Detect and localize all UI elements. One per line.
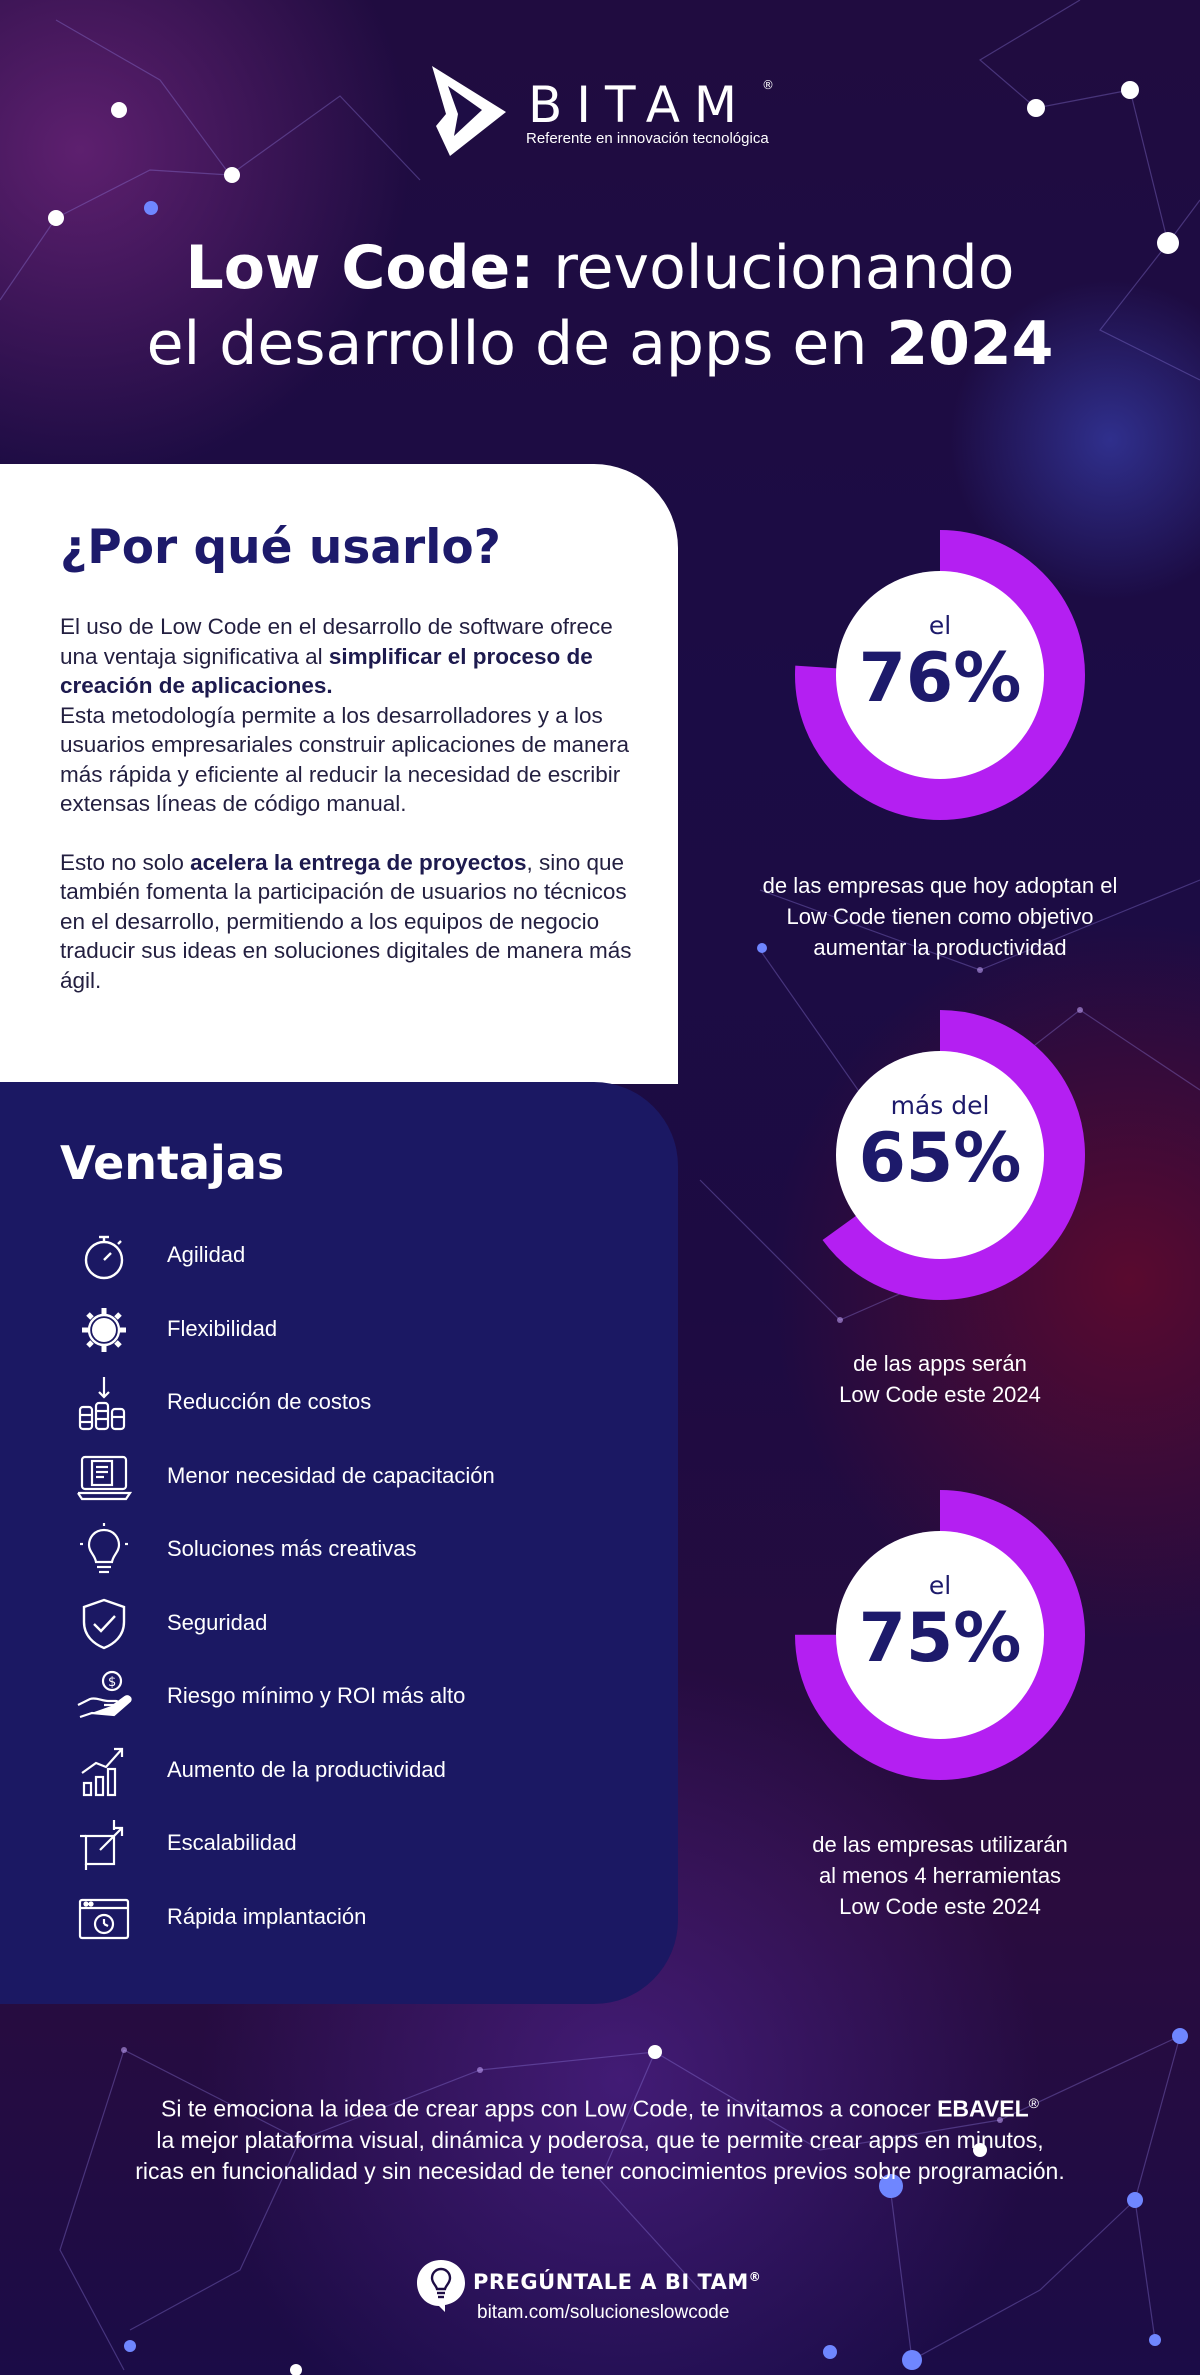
stat-desc-line: Low Code tienen como objetivo (786, 904, 1094, 929)
ask-bitam-link[interactable]: PREGÚNTALE A BI TAM® bitam.com/solucione… (415, 2258, 795, 2332)
why-title: ¿Por qué usarlo? (60, 520, 501, 575)
brand-name: BITAM (528, 76, 752, 134)
shield-check-icon (82, 1598, 126, 1649)
cta-line3: ricas en funcionalidad y sin necesidad d… (135, 2157, 1065, 2184)
laptop-document-icon (77, 1455, 132, 1500)
why-p1-text-a: El uso de Low Code en el desarrollo de s… (60, 614, 613, 669)
stat-desc-line: de las apps serán (853, 1351, 1027, 1376)
hand-coin-icon: $ (77, 1670, 132, 1719)
progress-ring (795, 530, 1085, 820)
why-p2-text-b: , sino que también fomenta la participac… (60, 849, 632, 993)
ring-center-disc (836, 571, 1044, 779)
advantage-label: Reducción de costos (167, 1389, 372, 1414)
progress-ring (795, 1010, 1085, 1300)
ask-title-text: PREGÚNTALE A BI TAM (473, 2270, 749, 2294)
svg-text:$: $ (108, 1675, 116, 1690)
advantage-item-productividad: Aumento de la productividad (0, 1735, 678, 1796)
advantage-label: Flexibilidad (167, 1315, 278, 1341)
advantage-label: Aumento de la productividad (167, 1756, 446, 1782)
stat-desc-line: Low Code este 2024 (839, 1894, 1041, 1919)
ring-progress-arc (795, 530, 1085, 820)
stat-ring-75: el 75% (795, 1490, 1085, 1780)
title-bold: Low Code: (185, 233, 535, 303)
stat-description-75: de las empresas utilizarán al menos 4 he… (700, 1829, 1180, 1922)
ask-url[interactable]: bitam.com/solucioneslowcode (477, 2302, 730, 2323)
lightbulb-icon (80, 1523, 128, 1574)
advantage-label: Rápida implantación (167, 1903, 367, 1929)
advantage-item-implantacion: Rápida implantación (0, 1882, 678, 1942)
cta-line1-text: Si te emociona la idea de crear apps con… (161, 2095, 938, 2122)
ring-center-disc (836, 1531, 1044, 1739)
cta-line2: la mejor plataforma visual, dinámica y p… (156, 2126, 1044, 2153)
stat-center: el 75% (836, 1531, 1044, 1739)
stat-center: más del 65% (836, 1051, 1044, 1259)
stat-value: 65% (858, 1119, 1022, 1198)
advantage-label: Escalabilidad (167, 1830, 297, 1855)
advantage-item-creativas: Soluciones más creativas (0, 1514, 678, 1574)
call-to-action-text: Si te emociona la idea de crear apps con… (40, 2088, 1160, 2187)
stopwatch-icon (84, 1235, 124, 1280)
stat-desc-line: al menos 4 herramientas (818, 1863, 1062, 1888)
ring-progress-arc (795, 1490, 1085, 1780)
stat-center: el 76% (836, 571, 1044, 779)
why-p2-bold: acelera la entrega de proyectos (190, 849, 527, 875)
stat-desc-line: Low Code este 2024 (839, 1382, 1041, 1407)
stat-prefix: más del (890, 1091, 990, 1120)
advantage-label: Riesgo mínimo y ROI más alto (167, 1683, 466, 1708)
advantages-title: Ventajas (60, 1136, 285, 1190)
why-p2-text-a: Esto no solo (60, 849, 191, 875)
scale-corner-icon (80, 1820, 124, 1870)
bitam-logo[interactable]: BITAM ® Referente en innovación tecnológ… (428, 62, 788, 162)
why-paragraph-1: El uso de Low Code en el desarrollo de s… (60, 612, 640, 819)
advantage-item-seguridad: Seguridad (0, 1588, 678, 1649)
lightbulb-chat-icon (417, 2260, 465, 2312)
coins-down-icon (78, 1377, 126, 1431)
ring-progress-arc (795, 1010, 1085, 1300)
brand-tagline: Referente en innovación tecnológica (526, 130, 769, 147)
ring-center-disc (836, 1051, 1044, 1259)
advantage-item-roi: $ Riesgo mínimo y ROI más alto (0, 1661, 678, 1721)
advantage-item-capacitacion: Menor necesidad de capacitación (0, 1441, 678, 1501)
why-p1-bold: simplificar el proceso de creación de ap… (60, 643, 593, 699)
stat-description-65: de las apps serán Low Code este 2024 (700, 1348, 1180, 1410)
ask-registered-mark: ® (748, 2270, 762, 2284)
page-title: Low Code: revolucionando el desarrollo d… (0, 230, 1200, 382)
stat-value: 76% (858, 639, 1022, 718)
stat-prefix: el (928, 611, 952, 640)
progress-ring (795, 1490, 1085, 1780)
advantage-item-escalabilidad: Escalabilidad (0, 1808, 678, 1870)
ebavel-link[interactable]: EBAVEL (937, 2095, 1029, 2122)
stat-ring-65: más del 65% (795, 1010, 1085, 1300)
bitam-logo-mark (432, 66, 506, 156)
why-paragraph-2: Esto no solo acelera la entrega de proye… (60, 848, 640, 996)
why-card (0, 464, 678, 1084)
advantage-item-flexibilidad: Flexibilidad (0, 1294, 678, 1354)
why-p1-text-b: Esta metodología permite a los desarroll… (60, 702, 630, 817)
title-line2: el desarrollo de apps en (146, 309, 887, 379)
title-year: 2024 (886, 309, 1054, 379)
brand-registered-mark: ® (762, 78, 774, 92)
advantage-label: Agilidad (167, 1242, 246, 1267)
gear-icon (82, 1307, 126, 1352)
stat-prefix: el (928, 1571, 952, 1600)
stat-desc-line: aumentar la productividad (813, 935, 1067, 960)
title-rest: revolucionando (534, 233, 1015, 303)
advantage-label: Menor necesidad de capacitación (167, 1462, 495, 1488)
ebavel-registered-mark: ® (1028, 2095, 1039, 2111)
stat-ring-76: el 76% (795, 530, 1085, 820)
stat-desc-line: de las empresas utilizarán (812, 1832, 1068, 1857)
advantage-item-costos: Reducción de costos (0, 1367, 678, 1431)
advantage-item-agilidad: Agilidad (0, 1220, 678, 1280)
stat-description-76: de las empresas que hoy adoptan el Low C… (700, 870, 1180, 963)
growth-chart-icon (81, 1747, 124, 1796)
advantage-label: Seguridad (167, 1609, 268, 1635)
stat-value: 75% (858, 1599, 1022, 1678)
advantage-label: Soluciones más creativas (167, 1536, 417, 1561)
stat-desc-line: de las empresas que hoy adoptan el (762, 873, 1118, 898)
browser-timer-icon (78, 1898, 130, 1939)
why-text: El uso de Low Code en el desarrollo de s… (60, 612, 640, 995)
ask-title: PREGÚNTALE A BI TAM® (473, 2270, 761, 2294)
